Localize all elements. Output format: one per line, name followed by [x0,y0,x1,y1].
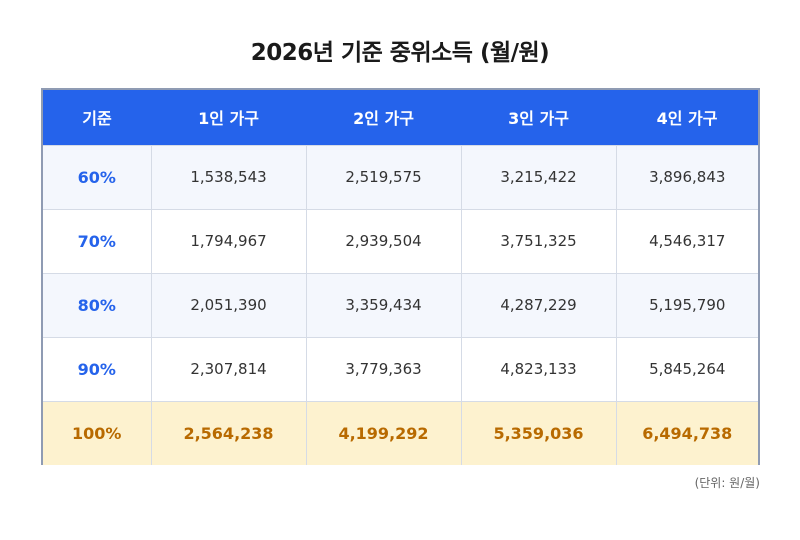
table-cell: 1,794,967 [150,208,306,273]
table-cell: 3,215,422 [460,144,616,209]
median-income-table: 기준 1인 가구 2인 가구 3인 가구 4인 가구 60% 1,538,543… [41,88,760,465]
table-cell: 5,195,790 [615,272,758,337]
table-row-highlight: 100% 2,564,238 4,199,292 5,359,036 6,494… [43,400,758,465]
table-cell: 1,538,543 [150,144,306,209]
table-cell: 5,359,036 [460,400,616,465]
table-cell: 4,546,317 [615,208,758,273]
table-cell: 2,564,238 [150,400,306,465]
table-cell: 3,359,434 [305,272,461,337]
table-row: 80% 2,051,390 3,359,434 4,287,229 5,195,… [43,272,758,337]
header-standard: 기준 [82,109,112,129]
table-row: 60% 1,538,543 2,519,575 3,215,422 3,896,… [43,144,758,209]
row-label: 90% [43,336,151,401]
row-label: 100% [43,400,151,465]
table-cell: 4,823,133 [460,336,616,401]
table-cell: 3,751,325 [460,208,616,273]
table-cell: 5,845,264 [615,336,758,401]
row-label: 70% [43,208,151,273]
table-cell: 4,287,229 [460,272,616,337]
table-cell: 6,494,738 [615,400,758,465]
header-3-person: 3인 가구 [508,109,569,129]
table-cell: 3,896,843 [615,144,758,209]
table-cell: 2,307,814 [150,336,306,401]
table-row: 90% 2,307,814 3,779,363 4,823,133 5,845,… [43,336,758,401]
header-1-person: 1인 가구 [198,109,259,129]
table-cell: 2,051,390 [150,272,306,337]
row-label: 60% [43,144,151,209]
table-cell: 4,199,292 [305,400,461,465]
table-row: 70% 1,794,967 2,939,504 3,751,325 4,546,… [43,208,758,273]
table-cell: 2,939,504 [305,208,461,273]
header-4-person: 4인 가구 [656,109,718,129]
unit-note: (단위: 원/월) [694,476,760,490]
table-header-row: 기준 1인 가구 2인 가구 3인 가구 4인 가구 [43,90,758,145]
table-cell: 2,519,575 [305,144,461,209]
page-title: 2026년 기준 중위소득 (월/원) [250,40,550,66]
row-label: 80% [43,272,151,337]
header-2-person: 2인 가구 [353,109,414,129]
table-cell: 3,779,363 [305,336,461,401]
